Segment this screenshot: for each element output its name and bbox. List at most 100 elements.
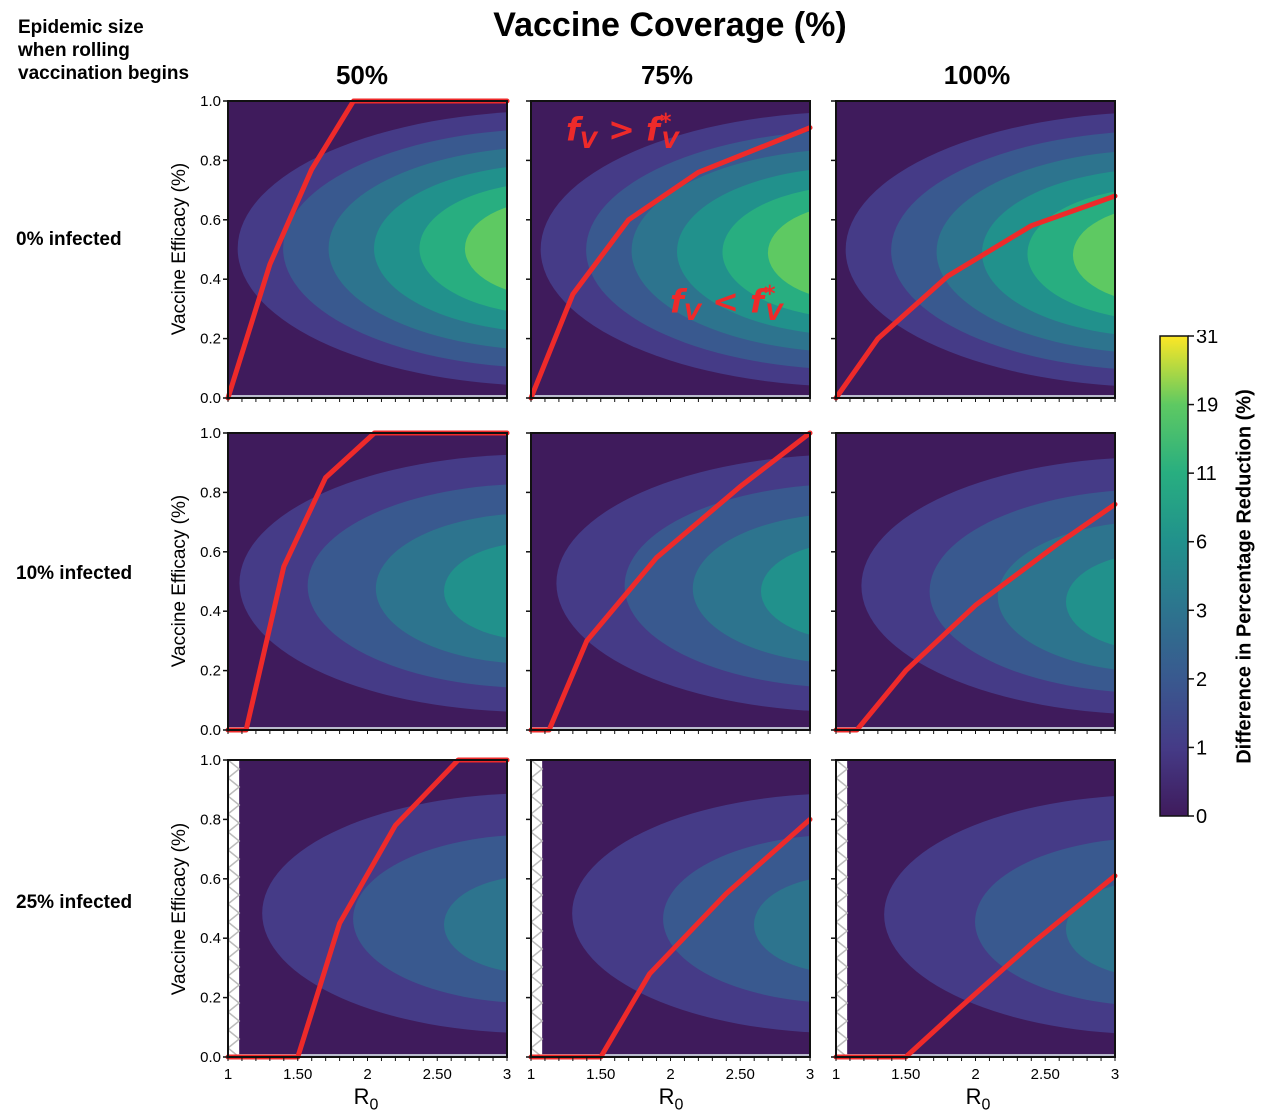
hatch-mark (531, 921, 544, 941)
contour-level-6 (767, 211, 810, 295)
annotation-below-threshold: fV < f*V (670, 282, 783, 326)
row-title-10: 10% infected (16, 563, 133, 584)
colorbar-tick-label: 19 (1196, 395, 1218, 417)
hatch-mark (531, 867, 544, 887)
y-tick-label: 1.0 (200, 752, 221, 769)
x-tick-label: 1.50 (283, 1066, 312, 1079)
x-tick-label: 2.50 (726, 1066, 755, 1079)
x-axis-label-col-3: R0 (965, 1084, 991, 1114)
y-tick-label: 0.8 (200, 484, 221, 501)
y-tick-label: 0.0 (200, 722, 221, 739)
annotation-above-subscript-2: V (661, 129, 679, 155)
hatch-mark (228, 1029, 241, 1049)
hatch-mark (836, 1047, 849, 1057)
contour-level-2 (663, 836, 810, 1002)
contour-level-5 (419, 186, 507, 311)
hatch-mark (228, 939, 241, 959)
colorbar-tick-label: 11 (1196, 463, 1217, 485)
hatch-mark (228, 957, 241, 977)
annotation-below-subscript-2: V (765, 301, 783, 327)
colorbar: 0 1 2 3 6 11 19 31 (1159, 330, 1218, 828)
x-axis-label-col-1: R0 (353, 1084, 379, 1114)
panel-0-2 (831, 100, 1118, 402)
panel-0-0: 0.0 0.2 0.4 0.6 0.8 1.0 (200, 93, 510, 407)
hatch-mark (228, 777, 241, 797)
chart-title: Vaccine Coverage (%) (493, 6, 847, 44)
y-tick-label: 0.4 (200, 271, 221, 288)
hatch-mark (531, 1047, 544, 1057)
hatch-mark (836, 921, 849, 941)
contour-level-4 (444, 544, 507, 638)
hatch-mark (836, 885, 849, 905)
colorbar-label: Difference in Percentage Reduction (%) (1233, 389, 1256, 764)
hatch-mark (836, 867, 849, 887)
hatch-mark (228, 1011, 241, 1031)
hatch-mark (531, 975, 544, 995)
annotation-below-star: * (763, 282, 776, 307)
x-tick-label: 2.50 (1031, 1066, 1060, 1079)
hatch-mark (836, 939, 849, 959)
hatch-mark (228, 867, 241, 887)
hatch-mark (836, 831, 849, 851)
hatch-mark (836, 760, 849, 779)
y-tick-label: 1.0 (200, 425, 221, 442)
hatch-mark (836, 849, 849, 869)
hatch-mark (531, 760, 544, 779)
annotation-above-symbol-star-base: f (646, 110, 660, 149)
x-axis-label-col-2: R0 (658, 1084, 684, 1114)
hatch-mark (531, 993, 544, 1013)
y-tick-label: 0.4 (200, 603, 221, 620)
hatch-mark (531, 957, 544, 977)
annotation-above-star: * (659, 110, 672, 135)
colorbar-gradient (1159, 335, 1189, 817)
y-tick-label: 0.6 (200, 871, 221, 888)
hatch-mark (228, 993, 241, 1013)
hatch-mark (531, 1011, 544, 1031)
hatch-mark (228, 813, 241, 833)
colorbar-tick-label: 6 (1196, 532, 1207, 554)
panel-1-0: 0.0 0.2 0.4 0.6 0.8 1.0 (200, 425, 510, 739)
y-tick-label: 0.2 (200, 663, 221, 680)
hatch-mark (836, 975, 849, 995)
y-tick-label: 0.0 (200, 390, 221, 407)
hatch-mark (836, 957, 849, 977)
x-tick-label: 2 (666, 1066, 674, 1079)
panel-1-1 (526, 430, 813, 734)
hatch-mark (836, 777, 849, 797)
annotation-above-subscript: V (579, 129, 597, 155)
corner-label: Epidemic size when rolling vaccination b… (18, 16, 189, 85)
hatch-mark (836, 903, 849, 923)
x-tick-label: 1 (224, 1066, 232, 1079)
x-tick-label: 3 (806, 1066, 814, 1079)
hatch-mark (228, 849, 241, 869)
panel-2-1: 1 1.50 2 2.50 3 (526, 759, 814, 1079)
x-tick-label: 1 (832, 1066, 840, 1079)
x-tick-label: 2 (971, 1066, 979, 1079)
y-tick-label: 0.8 (200, 811, 221, 828)
x-tick-label: 3 (1111, 1066, 1119, 1079)
y-tick-label: 0.4 (200, 930, 221, 947)
hatch-mark (228, 831, 241, 851)
panel-0-1 (526, 100, 813, 402)
colorbar-tick-label: 1 (1196, 737, 1207, 759)
annotation-below-operator: < (712, 282, 751, 321)
contour-level-3 (997, 523, 1115, 670)
hatch-mark (531, 813, 544, 833)
y-tick-label: 0.0 (200, 1049, 221, 1066)
hatch-mark (531, 795, 544, 815)
contour-level-3 (692, 515, 810, 662)
annotation-above-operator: > (608, 110, 647, 149)
hatch-mark (228, 795, 241, 815)
y-tick-label: 0.6 (200, 544, 221, 561)
hatch-mark (836, 993, 849, 1013)
hatch-mark (531, 903, 544, 923)
contour-level-6 (1072, 213, 1115, 297)
annotation-below-symbol-star-base: f (750, 282, 764, 321)
hatch-mark (228, 885, 241, 905)
panel-1-2 (831, 432, 1118, 734)
hatch-mark (228, 975, 241, 995)
row-title-0: 0% infected (16, 229, 122, 250)
column-title-75: 75% (640, 60, 694, 90)
hatch-mark (531, 831, 544, 851)
contour-level-2 (353, 835, 507, 1003)
